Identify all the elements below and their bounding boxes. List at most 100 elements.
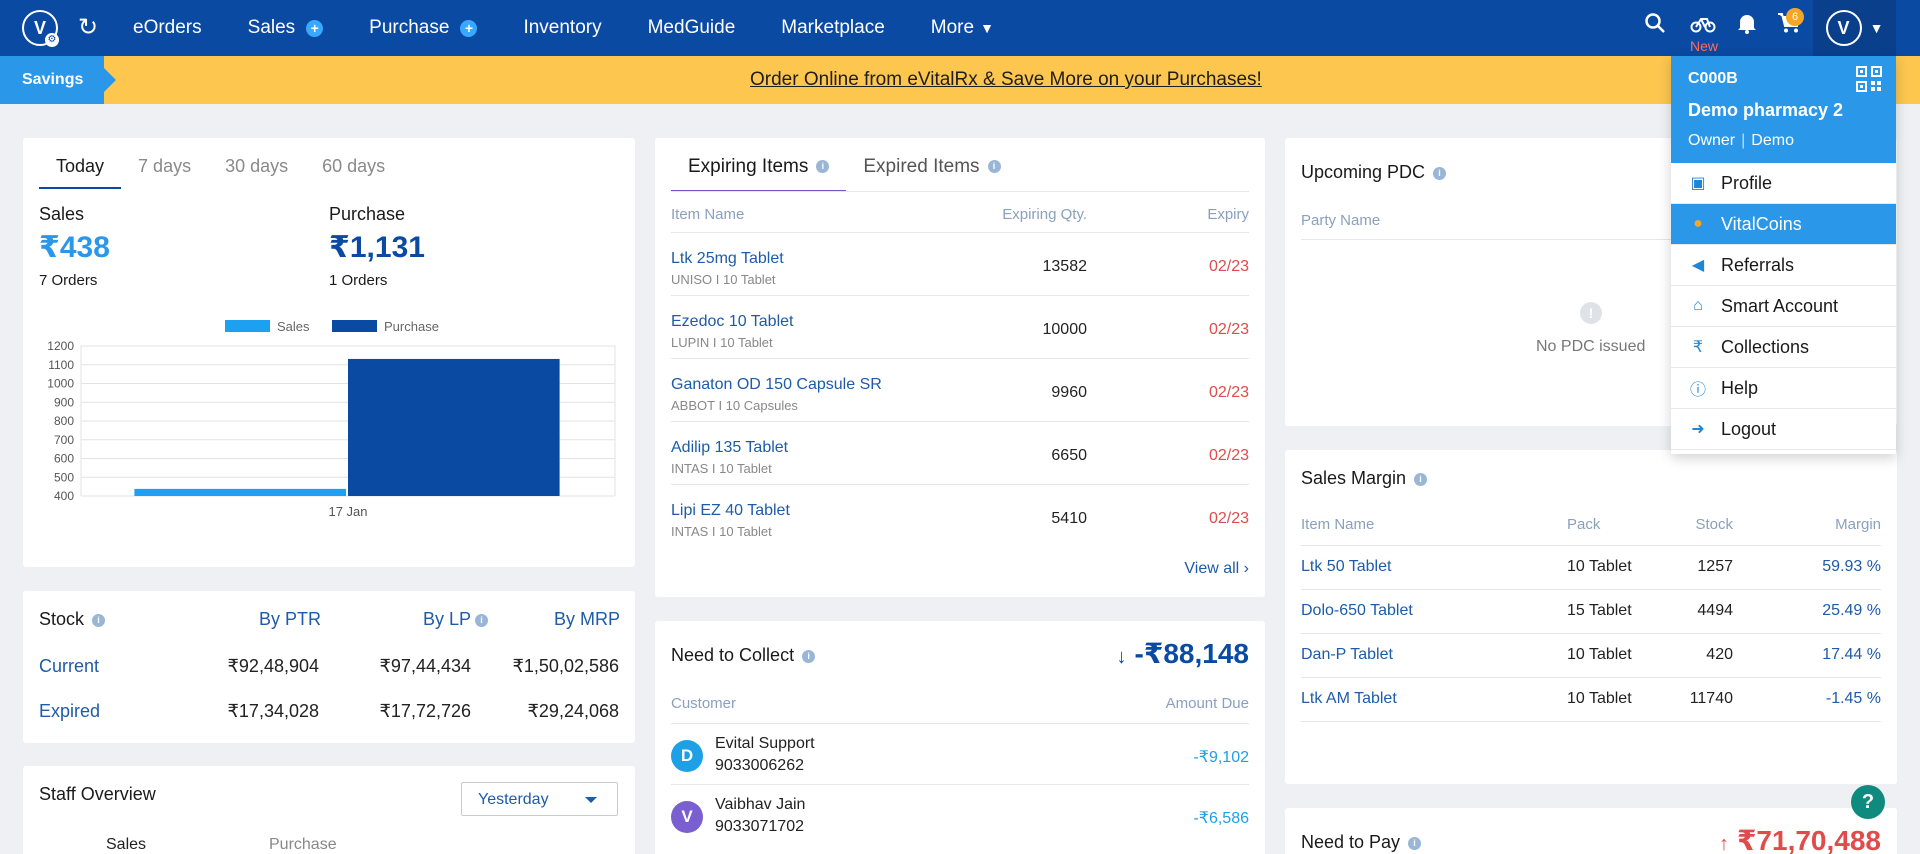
current-by-ptr: ₹92,48,904	[227, 656, 319, 676]
menu-item-label: Smart Account	[1721, 295, 1839, 316]
table-row-stock: 11740	[1689, 690, 1733, 707]
col-by-lp-text[interactable]: By LP	[423, 609, 472, 629]
view-all-link[interactable]: View all ›	[1184, 560, 1249, 578]
pay-total-value: ₹71,70,488	[1736, 825, 1881, 854]
y-tick-label: 700	[54, 433, 74, 447]
table-row-item-sub: LUPIN I 10 Tablet	[671, 335, 773, 350]
menu-item-smart-account[interactable]: ⌂ Smart Account	[1671, 286, 1896, 327]
col-by-lp: By LP i	[423, 609, 489, 630]
table-row-item-name[interactable]: Ltk AM Tablet	[1301, 690, 1397, 707]
info-icon[interactable]: i	[475, 613, 489, 627]
pdc-title: Upcoming PDC i	[1301, 162, 1447, 183]
refresh-icon[interactable]: ↻	[78, 14, 99, 41]
new-label: New	[1690, 38, 1719, 54]
profile-button[interactable]: V ▼	[1813, 0, 1896, 56]
purchase-orders: 1 Orders	[329, 272, 388, 289]
logout-icon: ➜	[1691, 421, 1705, 438]
plus-icon[interactable]: +	[460, 19, 478, 37]
header-margin: Margin	[1835, 516, 1881, 533]
menu-item-label: Profile	[1721, 172, 1773, 193]
row-expired-label[interactable]: Expired	[39, 701, 101, 721]
table-row-expiry: 02/23	[1208, 321, 1249, 338]
purchase-label: Purchase	[329, 204, 406, 224]
col-by-mrp[interactable]: By MRP	[554, 609, 621, 629]
info-icon[interactable]: i	[1408, 836, 1422, 850]
bell-icon[interactable]	[1737, 12, 1757, 42]
collect-title: Need to Collect i	[671, 645, 816, 666]
table-row-item-name[interactable]: Ltk 50 Tablet	[1301, 558, 1392, 575]
table-row-item-name[interactable]: Ltk 25mg Tablet	[671, 250, 784, 267]
divider	[671, 484, 1249, 485]
menu-inventory[interactable]: Inventory	[523, 17, 601, 39]
tab-label[interactable]: Expiring Items	[688, 156, 809, 177]
table-row-item-name[interactable]: Ganaton OD 150 Capsule SR	[671, 376, 882, 393]
menu-item-referrals[interactable]: ◀ Referrals	[1671, 245, 1896, 286]
avatar: V	[1825, 10, 1862, 46]
tab-label[interactable]: Expired Items	[863, 156, 980, 177]
tab-expiring-items: Expiring Items i	[671, 150, 847, 192]
divider	[1301, 239, 1881, 240]
menu-item-profile[interactable]: ▣ Profile	[1671, 163, 1896, 204]
table-row-item-name[interactable]: Ezedoc 10 Tablet	[671, 313, 794, 330]
menu-item-help[interactable]: ⓘ Help	[1671, 368, 1896, 409]
help-chat-button[interactable]: ?	[1851, 785, 1885, 819]
plus-icon[interactable]: +	[306, 19, 324, 37]
promo-banner: Savings Order Online from eVitalRx & Sav…	[0, 56, 1920, 104]
rupee-icon: ₹	[1692, 339, 1704, 356]
user-roles: Owner | Demo	[1688, 132, 1794, 149]
table-row-pack: 10 Tablet	[1567, 558, 1632, 575]
tab-today[interactable]: Today	[39, 150, 122, 189]
search-icon[interactable]	[1644, 12, 1666, 42]
view-all-text[interactable]: View all	[1184, 560, 1240, 577]
table-row-item-sub: INTAS I 10 Tablet	[671, 524, 772, 539]
menu-sales[interactable]: Sales +	[248, 17, 324, 39]
info-icon[interactable]: i	[1433, 166, 1447, 180]
table-row-item-name[interactable]: Dan-P Tablet	[1301, 646, 1393, 663]
app-logo[interactable]: V ⚙	[22, 10, 59, 47]
promo-link[interactable]: Order Online from eVitalRx & Save More o…	[750, 69, 1262, 90]
info-icon[interactable]: i	[816, 160, 830, 174]
customer-name[interactable]: Vaibhav Jain	[715, 796, 806, 813]
table-row-item-name[interactable]: Lipi EZ 40 Tablet	[671, 502, 790, 519]
header-expiry: Expiry	[1207, 206, 1249, 223]
col-by-ptr[interactable]: By PTR	[259, 609, 322, 629]
table-row-expiry: 02/23	[1208, 258, 1249, 275]
qr-code-icon[interactable]	[1856, 66, 1882, 92]
purchase-value: ₹1,131	[329, 231, 425, 264]
bike-icon[interactable]	[1690, 12, 1716, 42]
info-icon[interactable]: i	[1414, 472, 1428, 486]
row-current-label[interactable]: Current	[39, 656, 100, 676]
table-row-item-sub: INTAS I 10 Tablet	[671, 461, 772, 476]
table-row-pack: 15 Tablet	[1567, 602, 1632, 619]
tab-7-days[interactable]: 7 days	[138, 156, 192, 176]
tab-60-days[interactable]: 60 days	[322, 156, 386, 176]
table-row-qty: 5410	[1051, 510, 1087, 527]
table-row-item-name[interactable]: Adilip 135 Tablet	[671, 439, 789, 456]
tab-30-days[interactable]: 30 days	[225, 156, 289, 176]
customer-name[interactable]: Evital Support	[715, 735, 815, 752]
info-icon[interactable]: i	[802, 649, 816, 663]
info-icon[interactable]: i	[92, 613, 106, 627]
menu-marketplace[interactable]: Marketplace	[781, 17, 885, 39]
menu-more[interactable]: More ▼	[931, 17, 994, 39]
menu-label: More	[930, 17, 975, 38]
chevron-down-icon: ▼	[1869, 20, 1884, 36]
legend-label: Sales	[277, 319, 310, 334]
info-icon[interactable]: i	[987, 160, 1001, 174]
expiring-card: Expiring Items i Expired Items i Item Name…	[655, 138, 1265, 597]
menu-medguide[interactable]: MedGuide	[648, 17, 736, 39]
menu-item-collections[interactable]: ₹ Collections	[1671, 327, 1896, 368]
menu-eorders[interactable]: eOrders	[133, 17, 202, 39]
table-row-item-name[interactable]: Dolo-650 Tablet	[1301, 602, 1413, 619]
role2-label: Demo	[1751, 132, 1794, 149]
menu-item-logout[interactable]: ➜ Logout	[1671, 409, 1896, 450]
sales-value: ₹438	[39, 231, 110, 264]
menu-item-vitalcoins[interactable]: ● VitalCoins	[1671, 204, 1896, 245]
savings-tag[interactable]: Savings	[0, 56, 116, 104]
collect-total-value: -₹88,148	[1134, 638, 1249, 669]
staff-card: Staff Overview Sales Purchase	[23, 766, 635, 854]
menu-label: eOrders	[133, 17, 202, 38]
staff-period-select[interactable]: Yesterday	[461, 782, 618, 816]
pay-card: Need to Pay i ↑ ₹71,70,488	[1285, 808, 1897, 854]
menu-purchase[interactable]: Purchase +	[369, 17, 478, 39]
